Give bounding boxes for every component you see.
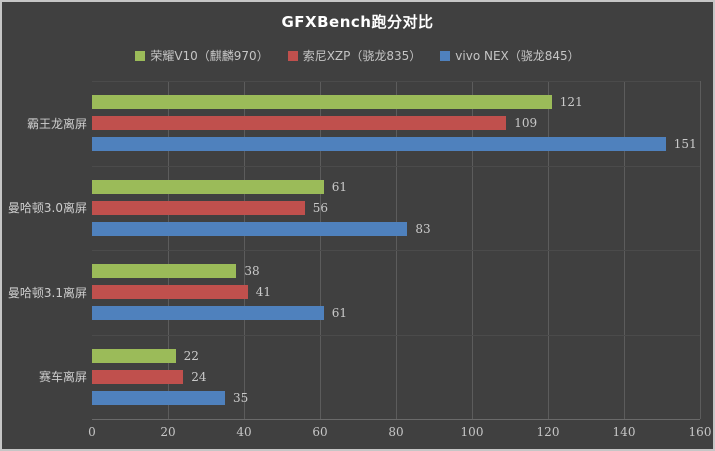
bar-group: 61 56 83 (92, 166, 700, 251)
bar-value-label: 24 (191, 369, 207, 384)
legend-label: 索尼XZP（骁龙835） (302, 49, 422, 63)
bar-green (92, 264, 237, 279)
legend-item: vivo NEX（骁龙845） (440, 47, 580, 64)
gridline-horizontal (92, 250, 700, 251)
bar-green (92, 348, 176, 363)
x-tick-label: 40 (236, 425, 252, 439)
category-label: 赛车离屏 (38, 370, 87, 385)
gridline-vertical (700, 81, 701, 419)
bar-value-label: 109 (514, 116, 538, 131)
gridline-horizontal (92, 334, 700, 336)
x-tick-label: 0 (88, 425, 96, 439)
bar-row: 24 (92, 369, 700, 384)
bar-value-label: 61 (331, 306, 348, 321)
bar-green (92, 95, 552, 110)
bar-value-label: 38 (244, 264, 260, 279)
legend-swatch-icon (440, 50, 451, 61)
legend-label: 荣耀V10（麒麟970） (150, 49, 269, 63)
bar-blue (92, 221, 408, 236)
bar-group: 22 24 35 (92, 335, 700, 420)
x-tick-label: 140 (612, 425, 636, 439)
category-label: 霸王龙离屏 (26, 116, 87, 131)
bar-blue (92, 137, 666, 152)
category-label: 曼哈顿3.0离屏 (7, 201, 87, 216)
gridline-horizontal (92, 165, 700, 167)
legend-swatch-icon (287, 50, 298, 61)
bar-group: 121 109 151 (92, 81, 700, 166)
plot-area: 121 109 151 61 56 83 38 41 61 22 24 35 (92, 81, 701, 420)
legend-item: 索尼XZP（骁龙835） (287, 47, 422, 64)
bar-row: 38 (92, 264, 700, 279)
bar-value-label: 41 (255, 285, 272, 300)
gridline-horizontal (92, 81, 700, 82)
bar-row: 35 (92, 390, 700, 405)
bar-value-label: 151 (673, 137, 697, 152)
bar-row: 61 (92, 306, 700, 321)
x-axis: 0 20 40 60 80 100 120 140 160 (88, 425, 711, 443)
bar-value-label: 56 (312, 200, 329, 215)
legend: 荣耀V10（麒麟970） 索尼XZP（骁龙835） vivo NEX（骁龙845） (2, 47, 713, 64)
bar-row: 61 (92, 179, 700, 194)
legend-swatch-icon (135, 50, 146, 61)
bar-blue (92, 390, 225, 405)
bar-blue (92, 306, 324, 321)
bar-red (92, 116, 507, 131)
bar-row: 22 (92, 348, 700, 363)
bar-green (92, 179, 324, 194)
bar-value-label: 22 (183, 348, 199, 363)
bar-red (92, 369, 184, 384)
bar-value-label: 61 (331, 179, 348, 194)
category-axis: 霸王龙离屏曼哈顿3.0离屏 曼哈顿3.1离屏赛车离屏 (2, 81, 87, 419)
x-tick-label: 80 (388, 425, 404, 439)
bar-row: 83 (92, 221, 700, 236)
bar-row: 121 (92, 95, 700, 110)
legend-label: vivo NEX（骁龙845） (455, 49, 580, 63)
bar-value-label: 83 (415, 221, 431, 236)
x-tick-label: 100 (460, 425, 484, 439)
bar-row: 41 (92, 285, 700, 300)
bar-row: 109 (92, 116, 700, 131)
bar-group: 38 41 61 (92, 250, 700, 335)
category-label: 曼哈顿3.1离屏 (7, 285, 87, 300)
legend-item: 荣耀V10（麒麟970） (135, 47, 269, 64)
bar-value-label: 35 (233, 390, 249, 405)
bar-value-label: 121 (559, 95, 583, 110)
bar-row: 151 (92, 137, 700, 152)
x-tick-label: 60 (312, 425, 328, 439)
x-tick-label: 120 (536, 425, 560, 439)
chart-title: GFXBench跑分对比 (281, 13, 434, 31)
bar-red (92, 200, 305, 215)
x-tick-label: 20 (160, 425, 176, 439)
x-tick-label: 160 (688, 425, 712, 439)
bar-red (92, 285, 248, 300)
bar-row: 56 (92, 200, 700, 215)
